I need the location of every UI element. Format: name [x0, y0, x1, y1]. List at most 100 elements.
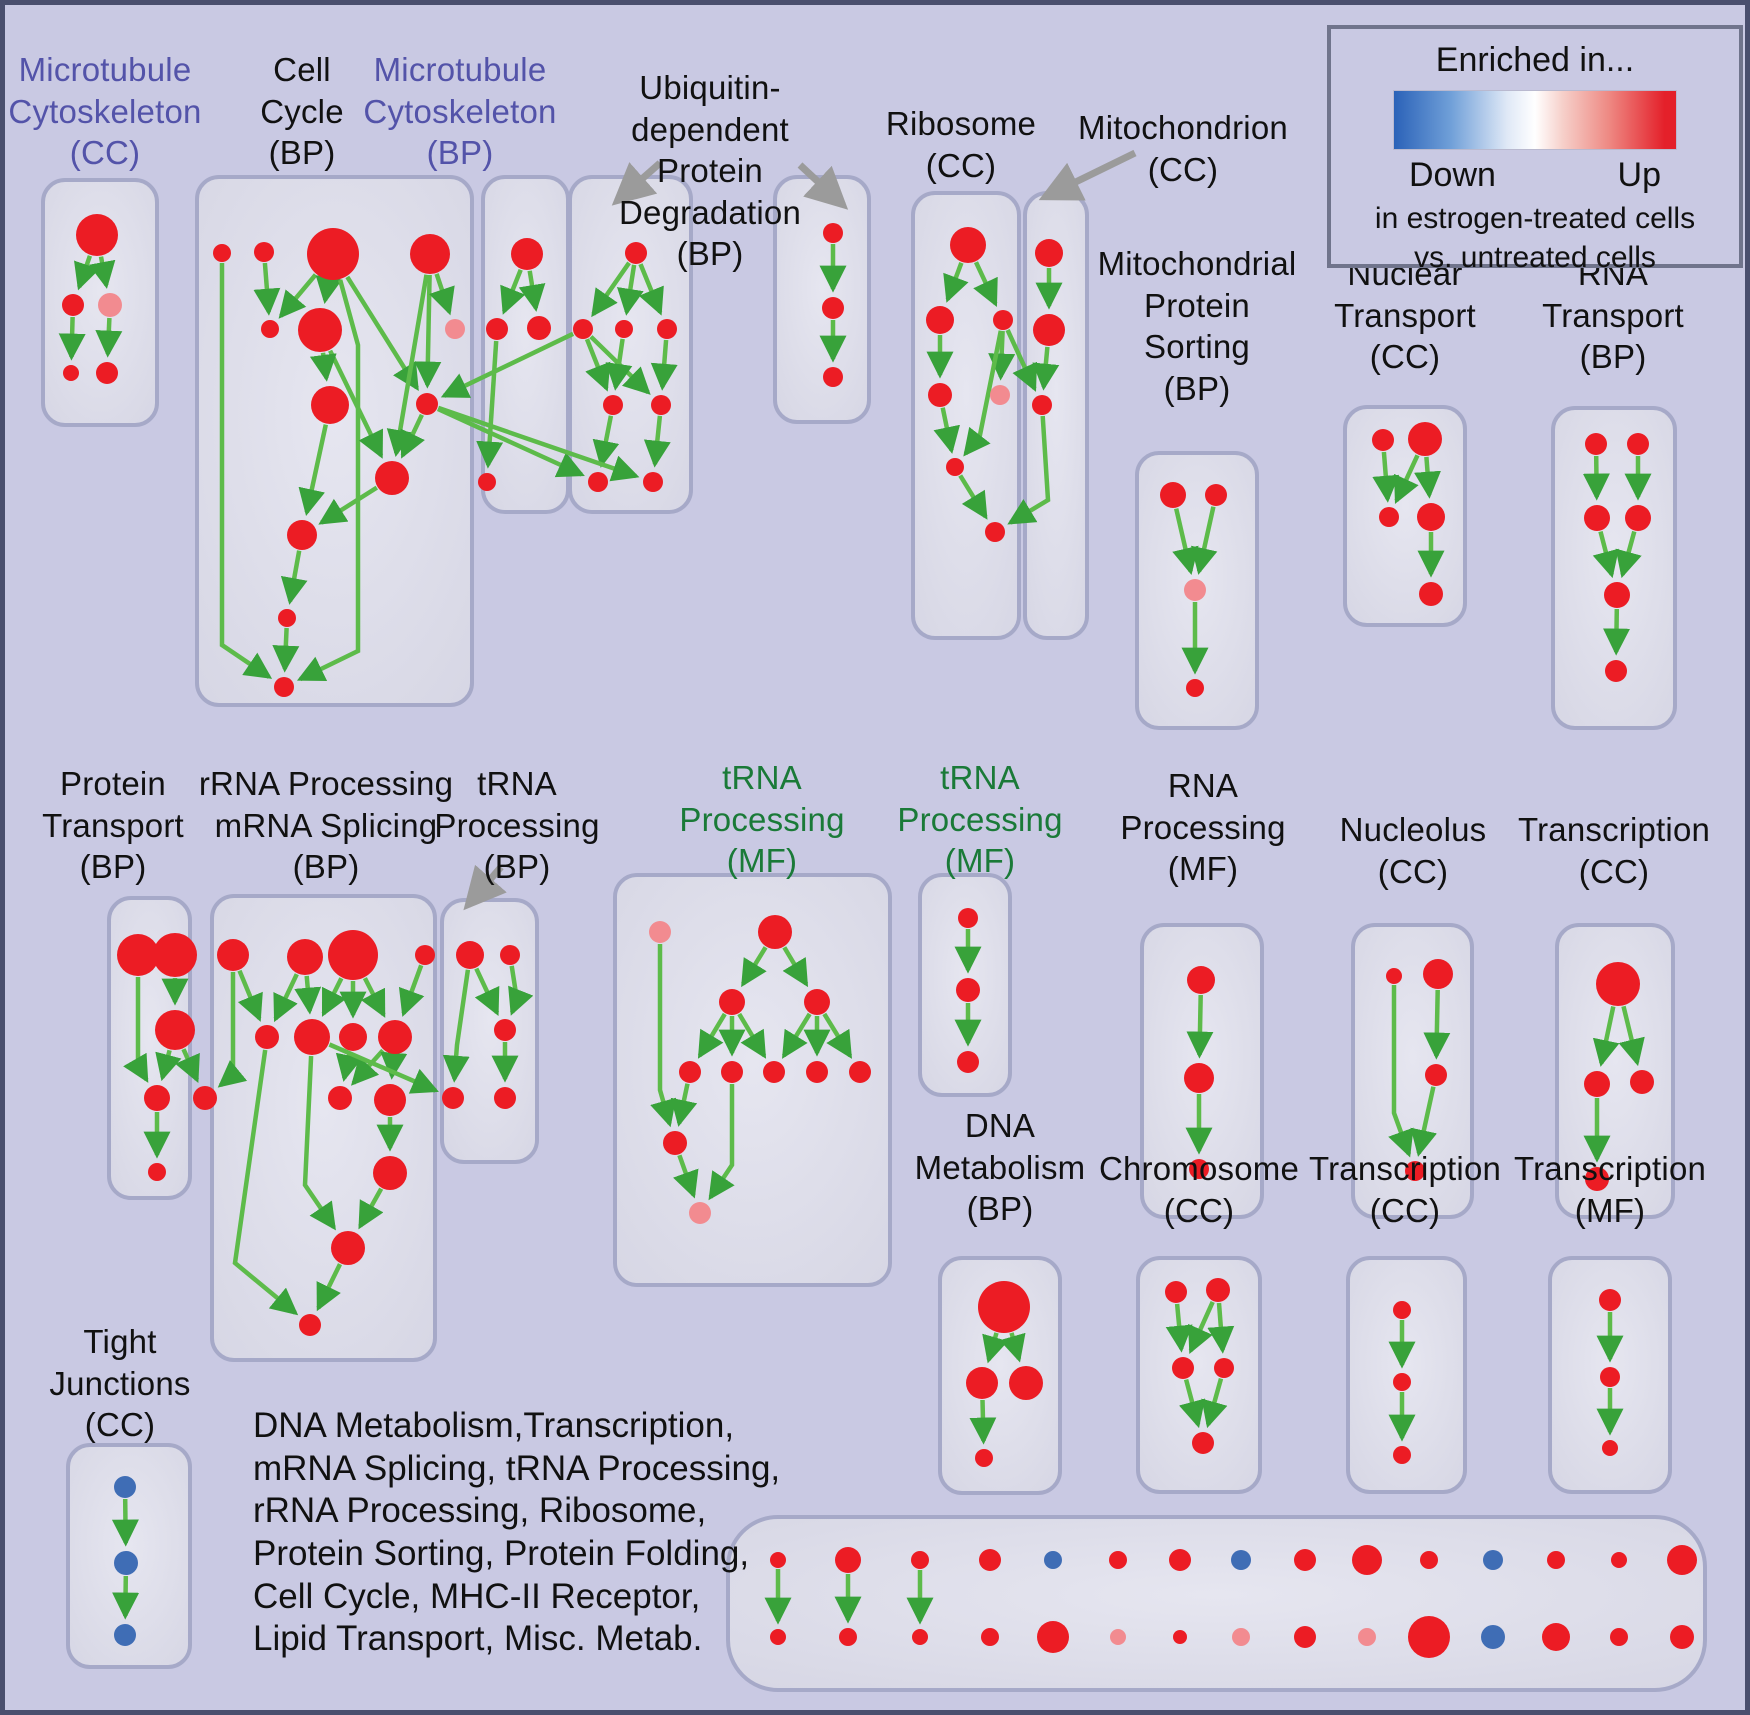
go-term-node-cell-cycle-bp-7 [311, 386, 349, 424]
edge-ubiquitin-degradation-bp-5 [605, 338, 633, 391]
go-term-node-rna-processing-mf-0 [1187, 966, 1215, 994]
go-term-node-nuclear-transport-cc-1 [1408, 422, 1442, 456]
go-term-node-mixed-terms-strip-10 [1420, 1551, 1438, 1569]
go-term-node-microtubule-cytoskeleton-bp-2 [527, 316, 551, 340]
edge-transcription-cc-large-0 [1592, 1006, 1620, 1067]
edge-microtubule-cytoskeleton-cc-1 [88, 256, 116, 289]
edge-dna-metabolism-bp-0 [982, 1332, 1009, 1364]
go-term-node-dna-metabolism-bp-3 [975, 1449, 993, 1467]
go-term-node-ribosome-cc-1 [926, 306, 954, 334]
go-term-node-trna-processing-mf-large-5 [721, 1061, 743, 1083]
legend-title: Enriched in... [1435, 41, 1635, 79]
go-term-node-mixed-terms-strip-3 [979, 1549, 1001, 1571]
edge-cell-cycle-bp-7 [414, 274, 442, 389]
edge-rrna-processing-mrna-splicing-bp-2 [273, 973, 299, 1023]
go-term-node-transcription-cc-large-2 [1630, 1070, 1654, 1094]
edge-ubiquitin-degradation-bp-2 [638, 263, 664, 316]
cross-edge-4 [1007, 415, 1051, 525]
go-term-node-rrna-processing-mrna-splicing-bp-12 [331, 1231, 365, 1265]
go-term-node-ubiquitin-degradation-bp-6 [588, 472, 608, 492]
go-term-node-tight-junctions-cc-1 [114, 1551, 138, 1575]
go-term-node-mixed-terms-strip-18 [981, 1628, 999, 1646]
go-term-node-mitochondrial-protein-sorting-bp-0 [1160, 482, 1186, 508]
legend-up-label: Up [1617, 156, 1661, 194]
cluster-label-ribosome-cc: Ribosome (CC) [885, 105, 1037, 184]
edge-ribosome-cc-3 [988, 330, 1016, 381]
go-term-node-rrna-processing-mrna-splicing-bp-0 [217, 939, 249, 971]
go-term-node-chromosome-cc-1 [1206, 1278, 1230, 1302]
go-term-node-transcription-cc-large-0 [1596, 962, 1640, 1006]
go-term-node-mixed-terms-strip-27 [1542, 1623, 1570, 1651]
edge-cell-cycle-bp-2 [278, 273, 318, 319]
go-term-node-rna-transport-bp-0 [1585, 433, 1607, 455]
go-term-node-rna-processing-mf-1 [1184, 1063, 1214, 1093]
go-term-node-microtubule-cytoskeleton-cc-3 [63, 365, 79, 381]
cluster-box-mixed-terms-strip [726, 1515, 1707, 1692]
go-term-node-ubiquitin-degradation-bp-2-0 [823, 223, 843, 243]
go-term-node-ubiquitin-degradation-bp-7 [643, 472, 663, 492]
cluster-box-rrna-processing-mrna-splicing-bp [210, 894, 437, 1362]
edge-trna-processing-mf-large-1 [782, 946, 809, 988]
cluster-label-ubiquitin-degradation-bp: Ubiquitin- dependent Protein Degradation… [619, 69, 801, 273]
edge-rna-transport-bp-4 [1603, 608, 1631, 656]
edge-mitochondrial-protein-sorting-bp-0 [1172, 508, 1199, 576]
cluster-label-rrna-processing-mrna-splicing-bp: rRNA Processing mRNA Splicing (BP) [198, 765, 454, 886]
go-term-node-protein-transport-bp-3 [144, 1085, 170, 1111]
edge-rrna-processing-mrna-splicing-bp-8 [335, 1051, 363, 1082]
go-term-node-cell-cycle-bp-12 [274, 677, 294, 697]
edge-rna-transport-bp-0 [1582, 455, 1610, 501]
go-term-node-protein-transport-bp-4 [148, 1163, 166, 1181]
cluster-label-microtubule-cytoskeleton-cc: Microtubule Cytoskeleton (CC) [8, 51, 202, 172]
go-term-node-mixed-terms-strip-15 [770, 1629, 786, 1645]
go-term-node-ubiquitin-degradation-bp-2 [615, 320, 633, 338]
cluster-label-protein-transport-bp: Protein Transport (BP) [42, 765, 184, 886]
go-term-node-ribosome-cc-4 [990, 385, 1010, 405]
go-term-node-rrna-processing-mrna-splicing-bp-1 [287, 939, 323, 975]
cluster-box-nuclear-transport-cc [1343, 405, 1467, 627]
go-term-node-cell-cycle-bp-6 [445, 319, 465, 339]
go-term-node-ribosome-cc-6 [985, 522, 1005, 542]
edge-dna-metabolism-bp-1 [999, 1332, 1026, 1363]
label-pointer-arrow-1 [797, 162, 849, 210]
go-term-node-rrna-processing-mrna-splicing-bp-10 [374, 1084, 406, 1116]
go-term-node-chromosome-cc-4 [1192, 1432, 1214, 1454]
edge-cell-cycle-bp-11 [298, 424, 328, 517]
go-term-node-cell-cycle-bp-11 [278, 609, 296, 627]
cluster-label-transcription-cc-large: Transcription (CC) [1517, 811, 1711, 890]
go-term-node-mixed-terms-strip-17 [912, 1629, 928, 1645]
go-term-node-rrna-processing-mrna-splicing-bp-7 [378, 1020, 412, 1054]
go-term-node-cell-cycle-bp-0 [213, 244, 231, 262]
edge-dna-metabolism-bp-2 [969, 1399, 997, 1445]
go-term-node-protein-transport-bp-1 [153, 933, 197, 977]
cluster-label-nucleolus-cc: Nucleolus (CC) [1339, 811, 1487, 890]
go-term-node-mixed-terms-strip-12 [1547, 1551, 1565, 1569]
go-term-node-mixed-terms-strip-9 [1352, 1545, 1382, 1575]
cross-edge-0 [436, 406, 585, 478]
go-term-node-chromosome-cc-2 [1172, 1357, 1194, 1379]
edge-trna-processing-mf-large-7 [822, 1012, 853, 1059]
go-term-node-mixed-terms-strip-26 [1481, 1625, 1505, 1649]
go-term-node-rrna-processing-mrna-splicing-bp-3 [415, 945, 435, 965]
go-term-node-trna-processing-bp-3 [442, 1087, 464, 1109]
edge-protein-transport-bp-0 [123, 977, 149, 1083]
go-term-node-trna-processing-mf-small-0 [958, 908, 978, 928]
go-term-node-ubiquitin-degradation-bp-5 [651, 395, 671, 415]
go-term-node-trna-processing-mf-large-2 [719, 989, 745, 1015]
go-term-node-microtubule-cytoskeleton-cc-0 [76, 214, 118, 256]
go-term-node-mixed-terms-strip-1 [835, 1547, 861, 1573]
edge-ubiquitin-degradation-bp-6 [650, 339, 678, 391]
go-term-node-ribosome-cc-5 [946, 458, 964, 476]
edge-nucleolus-cc-0 [1423, 989, 1451, 1060]
go-term-node-dna-metabolism-bp-0 [978, 1281, 1030, 1333]
go-term-node-tight-junctions-cc-0 [114, 1476, 136, 1498]
go-term-node-transcription-cc-small-2 [1393, 1446, 1411, 1464]
edge-cell-cycle-bp-9 [328, 349, 384, 459]
go-term-node-mixed-terms-strip-16 [839, 1628, 857, 1646]
edge-microtubule-cytoskeleton-bp-1 [518, 270, 546, 312]
edge-transcription-cc-large-1 [1618, 1005, 1645, 1067]
edge-ribosome-cc-0 [943, 262, 969, 303]
go-term-node-trna-processing-bp-0 [456, 941, 484, 969]
cluster-label-transcription-mf: Transcription (MF) [1513, 1150, 1707, 1229]
cluster-label-mitochondrion-cc: Mitochondrion (CC) [1078, 109, 1288, 188]
go-term-node-nuclear-transport-cc-0 [1372, 429, 1394, 451]
